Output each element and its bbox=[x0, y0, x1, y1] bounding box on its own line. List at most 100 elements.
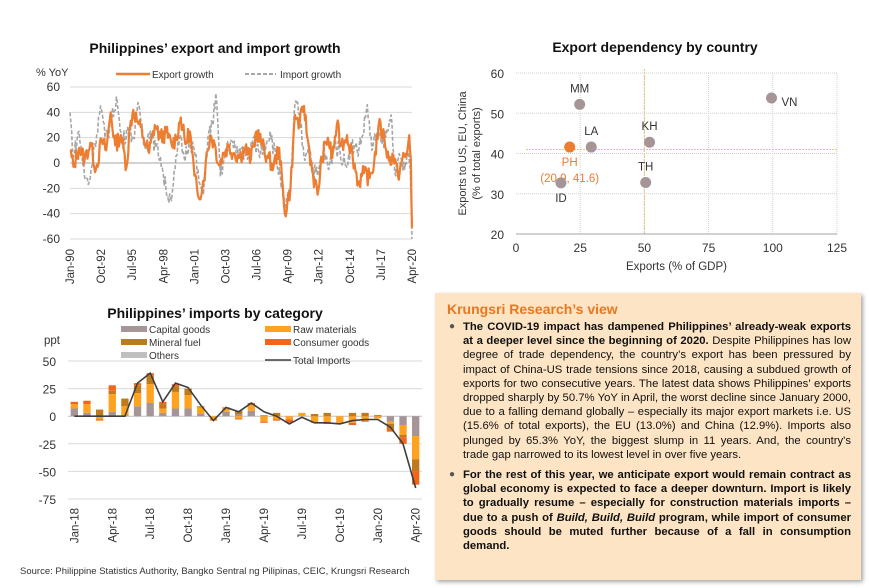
bar-segment-raw-materials bbox=[159, 408, 167, 413]
point-label-id: ID bbox=[555, 193, 567, 205]
x-tick-label: Jul-06 bbox=[252, 249, 264, 280]
bar-segment-mineral-fuel bbox=[108, 390, 116, 395]
legend-label-mineral-fuel: Mineral fuel bbox=[149, 338, 201, 349]
bar-segment-raw-materials bbox=[235, 416, 243, 419]
x-axis-label: Exports (% of GDP) bbox=[626, 261, 727, 273]
bar-segment-mineral-fuel bbox=[361, 412, 369, 417]
bar-segment-capital-goods bbox=[70, 408, 78, 417]
legend-label-total-imports: Total Imports bbox=[293, 356, 350, 367]
x-tick-label: Jan-90 bbox=[65, 249, 77, 284]
y-tick-label: 20 bbox=[47, 131, 61, 145]
bar-segment-raw-materials bbox=[133, 393, 142, 407]
x-tick-label: Oct-18 bbox=[183, 508, 195, 543]
bar-segment-capital-goods bbox=[184, 408, 192, 417]
legend-swatch-capital-goods bbox=[121, 326, 147, 332]
y-axis-label-line1: Exports to US, EU, China bbox=[457, 91, 469, 216]
bar-segment-mineral-fuel bbox=[146, 375, 154, 385]
x-tick-label: Jan-19 bbox=[221, 508, 233, 543]
y-tick-label: -50 bbox=[39, 465, 57, 479]
y-tick-label: 20 bbox=[491, 228, 505, 242]
point-ph bbox=[564, 141, 576, 153]
bar-segment-capital-goods bbox=[386, 416, 395, 422]
x-tick-label: Apr-19 bbox=[259, 508, 271, 543]
view-bullet-1-normal: Despite Philippines has low degree of tr… bbox=[463, 335, 851, 461]
bar-segment-capital-goods bbox=[108, 411, 116, 417]
x-tick-label: Oct-92 bbox=[96, 249, 108, 284]
bar-segment-mineral-fuel bbox=[197, 406, 205, 408]
bar-segment-capital-goods bbox=[197, 413, 205, 417]
bar-segment-capital-goods bbox=[247, 410, 255, 417]
research-view-box: Krungsri Research’s view ● The COVID-19 … bbox=[435, 293, 861, 580]
x-tick-label: 25 bbox=[574, 241, 588, 255]
y-tick-label: 0 bbox=[53, 156, 60, 170]
point-label-ph: PH bbox=[562, 157, 578, 169]
bar-segment-capital-goods bbox=[159, 412, 167, 417]
y-tick-label: 0 bbox=[49, 410, 56, 424]
x-tick-label: Oct-03 bbox=[220, 249, 232, 284]
bar-segment-consumer-goods bbox=[95, 419, 104, 421]
bar-segment-raw-materials bbox=[108, 394, 116, 412]
y-tick-label: 50 bbox=[491, 107, 505, 121]
bar-segment-mineral-fuel bbox=[310, 413, 319, 417]
bar-segment-raw-materials bbox=[272, 416, 281, 420]
total-imports-line bbox=[74, 371, 417, 489]
dependency-chart: 20 30 40 50 60 0 25 50 75 100 125 Exports (% of GDP… bbox=[457, 67, 847, 273]
bar-segment-consumer-goods bbox=[108, 385, 116, 391]
bar-segment-raw-materials bbox=[146, 384, 154, 403]
bar-segment-raw-materials bbox=[260, 416, 268, 422]
bar-segment-mineral-fuel bbox=[184, 388, 192, 396]
view-bullet-1-bold: The COVID-19 impact has dampened Philipp… bbox=[463, 321, 851, 348]
bar-segment-capital-goods bbox=[83, 412, 91, 417]
y-tick-label: -40 bbox=[43, 207, 61, 221]
point-label-vn: VN bbox=[782, 97, 798, 109]
imports-chart-title: Philippines’ imports by category bbox=[107, 305, 323, 321]
bar-segment-raw-materials bbox=[374, 416, 382, 419]
bar-segment-raw-materials bbox=[247, 405, 255, 411]
x-tick-label: Apr-98 bbox=[158, 249, 170, 284]
point-la bbox=[585, 141, 597, 153]
bar-segment-mineral-fuel bbox=[247, 404, 255, 406]
bar-segment-raw-materials bbox=[70, 404, 78, 409]
legend-swatch-raw-materials bbox=[265, 326, 291, 332]
bar-segment-raw-materials bbox=[399, 425, 407, 435]
x-tick-label: Oct-19 bbox=[335, 508, 347, 543]
bar-segment-mineral-fuel bbox=[323, 412, 331, 417]
view-bullet-1: ● The COVID-19 impact has dampened Phili… bbox=[447, 320, 851, 462]
imports-chart: ppt 50 25 0 -25 -50 -75 Jan-18 Apr-18 Jul-18 Oct-1… bbox=[39, 325, 423, 543]
bar-segment-mineral-fuel bbox=[374, 415, 382, 417]
bar-segment-raw-materials bbox=[83, 404, 91, 413]
bar-segment-raw-materials bbox=[197, 407, 205, 414]
series-line-export-growth bbox=[69, 104, 414, 228]
bar-segment-raw-materials bbox=[361, 416, 369, 421]
bar-segment-capital-goods bbox=[222, 411, 230, 417]
x-tick-label: 50 bbox=[638, 241, 652, 255]
view-bullet-2-italic: Build, Build, Build bbox=[556, 511, 656, 524]
y-tick-label: 40 bbox=[47, 105, 61, 119]
bullet-icon: ● bbox=[449, 321, 456, 332]
bar-segment-capital-goods bbox=[133, 406, 142, 417]
legend-label-others: Others bbox=[149, 351, 179, 362]
legend-label-export: Export growth bbox=[152, 70, 214, 81]
bar-segment-raw-materials bbox=[386, 421, 395, 424]
bar-segment-raw-materials bbox=[209, 416, 218, 420]
legend-swatch-others bbox=[121, 352, 147, 358]
bar-segment-raw-materials bbox=[285, 416, 293, 420]
bar-segment-consumer-goods bbox=[235, 418, 243, 420]
y-tick-label: 60 bbox=[47, 80, 61, 94]
y-tick-label: 50 bbox=[43, 355, 57, 369]
bar-segment-raw-materials bbox=[95, 416, 104, 420]
bar-segment-raw-materials bbox=[298, 412, 306, 417]
bar-segment-mineral-fuel bbox=[412, 459, 420, 472]
dependency-chart-panel: Export dependency by country 20 30 40 50 60 0… bbox=[440, 36, 870, 281]
x-tick-label: Jan-18 bbox=[69, 508, 81, 543]
point-kh bbox=[644, 136, 656, 148]
point-label-th: TH bbox=[638, 161, 653, 173]
legend-swatch-mineral-fuel bbox=[121, 339, 147, 345]
bar-segment-consumer-goods bbox=[272, 419, 281, 421]
y-tick-label: 40 bbox=[491, 148, 505, 162]
bar-segment-consumer-goods bbox=[70, 401, 78, 405]
bar-segment-consumer-goods bbox=[171, 384, 180, 387]
point-label-mm: MM bbox=[570, 83, 589, 95]
legend-label-import: Import growth bbox=[280, 70, 341, 81]
research-view-title: Krungsri Research’s view bbox=[447, 301, 618, 317]
